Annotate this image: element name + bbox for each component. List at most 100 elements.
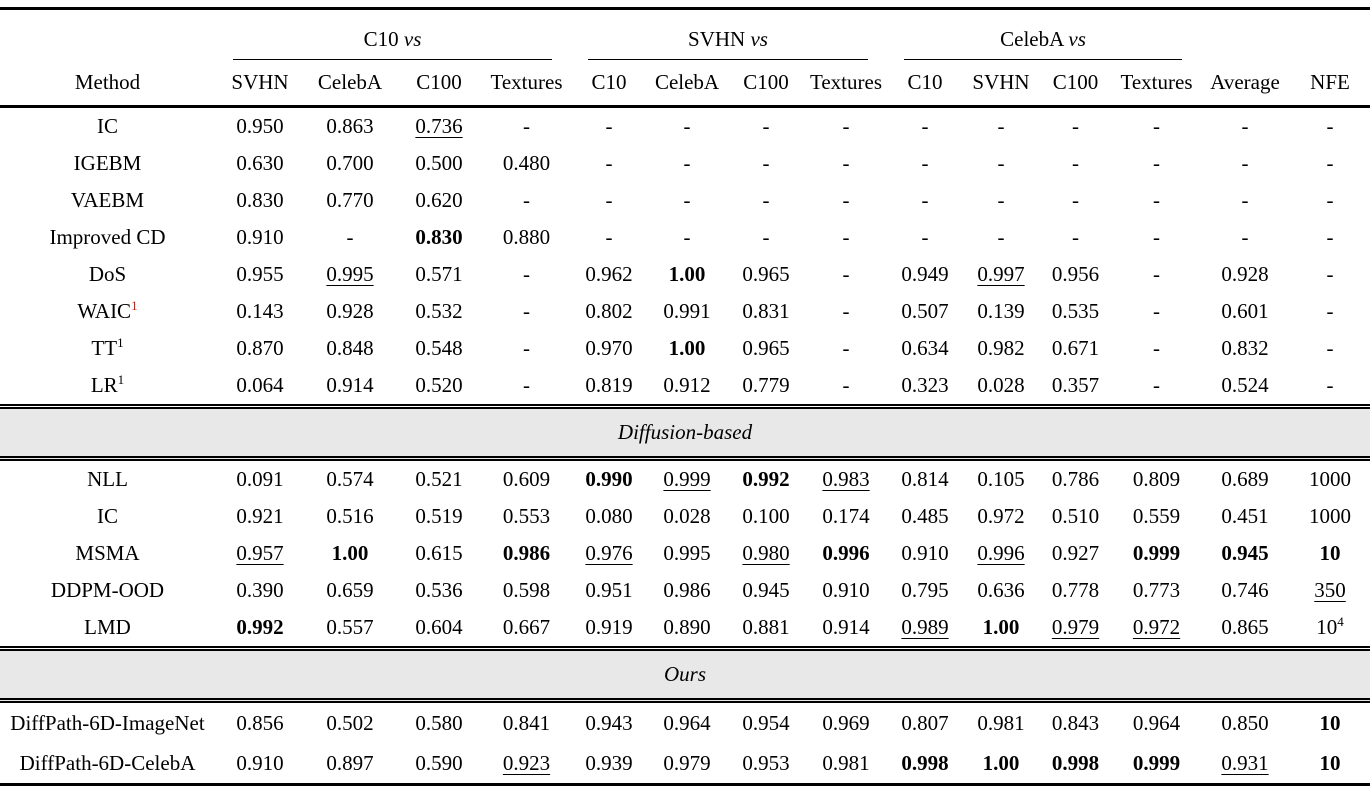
- value-cell: 0.972: [1113, 609, 1200, 649]
- value-cell: -: [1113, 330, 1200, 367]
- value-text: 0.945: [1221, 541, 1269, 565]
- value-text: 0.999: [1132, 750, 1181, 775]
- column-header-svhn: SVHN: [215, 60, 305, 108]
- value-text: 10: [1319, 750, 1341, 775]
- value-text: 0.510: [1051, 504, 1100, 528]
- table-row: DoS 0.955 0.995 0.571 - 0.962 1.00 0.965 - 0.949 0…: [0, 256, 1370, 293]
- value-cell: -: [1038, 182, 1113, 219]
- value-cell: -: [1113, 293, 1200, 330]
- value-cell: -: [483, 330, 570, 367]
- method-cell: WAIC1: [0, 293, 215, 330]
- value-text: 0.914: [326, 373, 374, 397]
- value-text: 0.992: [236, 615, 284, 639]
- table-row: IGEBM 0.630 0.700 0.500 0.480 - - - - - - - - - -: [0, 145, 1370, 182]
- value-cell: 0.590: [395, 743, 483, 785]
- value-text: 0.390: [236, 578, 284, 602]
- value-cell: -: [1038, 219, 1113, 256]
- value-cell: 0.779: [726, 367, 806, 407]
- value-text: 0.786: [1051, 467, 1100, 491]
- table-row: DiffPath-6D-ImageNet 0.856 0.502 0.580 0.841…: [0, 701, 1370, 744]
- value-cell: 0.100: [726, 498, 806, 535]
- value-cell: 0.992: [726, 459, 806, 499]
- value-cell: 0.995: [648, 535, 726, 572]
- value-text: 0.982: [977, 336, 1025, 360]
- group-underline: C10 vs: [233, 27, 553, 60]
- value-cell: 0.972: [964, 498, 1038, 535]
- value-cell: 0.671: [1038, 330, 1113, 367]
- value-text: 0.841: [502, 710, 551, 735]
- value-cell: 0.604: [395, 609, 483, 649]
- column-header-average: Average: [1200, 60, 1291, 108]
- value-cell: 0.981: [964, 701, 1038, 744]
- value-text: 0.520: [415, 373, 463, 397]
- value-cell: 0.028: [964, 367, 1038, 407]
- method-cell: DiffPath-6D-CelebA: [0, 743, 215, 785]
- value-cell: 0.998: [1038, 743, 1113, 785]
- value-cell: 0.928: [1200, 256, 1290, 293]
- value-cell: 0.105: [964, 459, 1038, 499]
- value-cell: -: [483, 293, 570, 330]
- value-text: 0.521: [415, 467, 463, 491]
- value-cell: -: [1113, 256, 1200, 293]
- value-text: -: [762, 114, 770, 138]
- value-text: -: [683, 114, 691, 138]
- value-cell: -: [1200, 145, 1290, 182]
- value-text: 0.100: [742, 504, 790, 528]
- section-band-diffusion-based: Diffusion-based: [0, 404, 1370, 461]
- value-cell: 0.997: [964, 256, 1038, 293]
- value-text: 0.571: [415, 262, 463, 286]
- value-text: 0.659: [326, 578, 374, 602]
- value-cell: 0.736: [395, 107, 483, 146]
- value-text: 0.548: [415, 336, 463, 360]
- value-text: 0.856: [236, 710, 284, 735]
- value-text: -: [605, 114, 613, 138]
- value-cell: 0.802: [570, 293, 648, 330]
- method-cell: IC: [0, 107, 215, 146]
- value-cell: -: [1113, 107, 1200, 146]
- value-text: 1000: [1309, 504, 1352, 528]
- value-text: 0.986: [502, 541, 551, 565]
- value-text: -: [1072, 188, 1080, 212]
- value-text: 0.995: [663, 541, 711, 565]
- value-cell: 0.091: [215, 459, 305, 499]
- column-header-row: Method SVHN CelebA C100 Textures C10 CelebA C10…: [0, 60, 1370, 108]
- group-header-celeba: CelebA vs: [886, 9, 1200, 60]
- value-cell: 0.986: [648, 572, 726, 609]
- value-exponent: 4: [1337, 614, 1344, 629]
- section-0: IC 0.950 0.863 0.736 - - - - - - - - - - - IGEBM 0.630 0.…: [0, 107, 1370, 407]
- value-text: 1000: [1309, 467, 1352, 491]
- value-text: 0.105: [977, 467, 1025, 491]
- method-cell: VAEBM: [0, 182, 215, 219]
- value-cell: 0.983: [806, 459, 886, 499]
- value-text: -: [1153, 336, 1161, 360]
- method-label: DiffPath-6D-ImageNet: [10, 710, 205, 735]
- value-text: 0.850: [1221, 710, 1269, 735]
- value-cell: 0.485: [886, 498, 964, 535]
- value-text: 0.143: [236, 299, 284, 323]
- value-cell: -: [806, 293, 886, 330]
- value-cell: 350: [1290, 572, 1370, 609]
- group-vs-label: vs: [1068, 27, 1086, 51]
- value-text: 0.991: [663, 299, 711, 323]
- value-text: -: [1326, 373, 1334, 397]
- value-cell: -: [806, 330, 886, 367]
- value-cell: 0.634: [886, 330, 964, 367]
- value-text: 0.598: [502, 578, 551, 602]
- table-row: LMD 0.992 0.557 0.604 0.667 0.919 0.890 0.881 0.…: [0, 609, 1370, 649]
- value-text: -: [842, 336, 850, 360]
- group-header-c10: C10 vs: [215, 9, 570, 60]
- value-cell: -: [1113, 219, 1200, 256]
- method-label: DoS: [88, 262, 127, 286]
- value-text: 0.912: [663, 373, 711, 397]
- value-text: -: [997, 225, 1005, 249]
- value-text: 0.962: [585, 262, 633, 286]
- value-text: 0.972: [1132, 615, 1181, 639]
- value-text: -: [1153, 373, 1161, 397]
- column-header-textures: Textures: [483, 60, 571, 108]
- value-cell: 0.778: [1038, 572, 1113, 609]
- section-band-ours: Ours: [0, 646, 1370, 703]
- value-text: 0.983: [822, 467, 870, 491]
- value-cell: 0.689: [1200, 459, 1290, 499]
- results-table: C10 vs SVHN vs CelebA vs Method SVHN CelebA C1…: [0, 7, 1370, 786]
- table-row: VAEBM 0.830 0.770 0.620 - - - - - - - - - - -: [0, 182, 1370, 219]
